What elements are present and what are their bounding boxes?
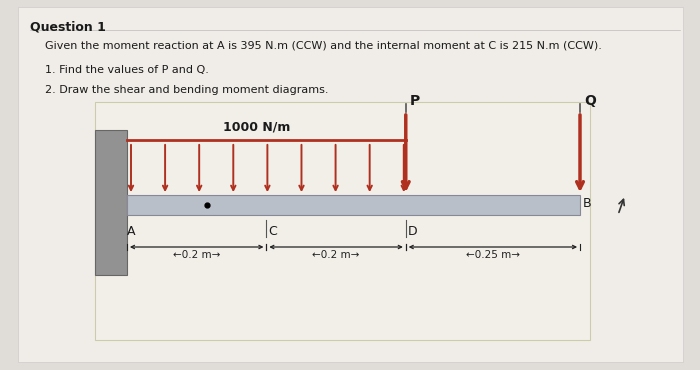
- Text: ←0.2 m→: ←0.2 m→: [312, 250, 360, 260]
- Text: 2. Draw the shear and bending moment diagrams.: 2. Draw the shear and bending moment dia…: [45, 85, 328, 95]
- Bar: [95, 130, 127, 275]
- Bar: [127, 195, 580, 215]
- Text: D: D: [408, 225, 417, 238]
- Text: P: P: [410, 94, 420, 108]
- Text: A: A: [127, 225, 136, 238]
- Text: Q: Q: [584, 94, 596, 108]
- Text: Question 1: Question 1: [30, 20, 106, 33]
- Text: ←0.2 m→: ←0.2 m→: [173, 250, 220, 260]
- Text: 1000 N/m: 1000 N/m: [223, 121, 290, 134]
- Text: C: C: [268, 225, 277, 238]
- Text: 1. Find the values of P and Q.: 1. Find the values of P and Q.: [45, 65, 209, 75]
- Text: Given the moment reaction at A is 395 N.m (CCW) and the internal moment at C is : Given the moment reaction at A is 395 N.…: [45, 40, 602, 50]
- Bar: [95, 102, 590, 340]
- Text: ←0.25 m→: ←0.25 m→: [466, 250, 520, 260]
- Text: B: B: [583, 197, 592, 210]
